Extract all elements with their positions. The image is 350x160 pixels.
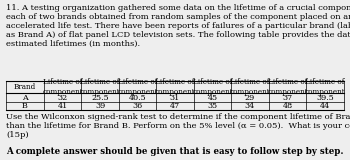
Text: 31: 31 [170, 94, 180, 102]
Text: A complete answer should be given that is easy to follow step by step.: A complete answer should be given that i… [6, 147, 344, 156]
Text: 41: 41 [57, 102, 68, 110]
Text: Lifetime of
component: Lifetime of component [80, 78, 120, 96]
Text: Lifetime of
component: Lifetime of component [155, 78, 195, 96]
Text: 39: 39 [95, 102, 105, 110]
Text: A: A [22, 94, 28, 102]
Text: 34: 34 [245, 102, 255, 110]
Text: 40.5: 40.5 [129, 94, 146, 102]
Text: 25.5: 25.5 [91, 94, 109, 102]
Text: Lifetime of
component: Lifetime of component [304, 78, 345, 96]
Text: B: B [22, 102, 28, 110]
Text: 44: 44 [320, 102, 330, 110]
Text: 29: 29 [245, 94, 255, 102]
Text: Lifetime of
component: Lifetime of component [230, 78, 270, 96]
Text: Use the Wilconxon signed-rank test to determine if the component lifetime of Bra: Use the Wilconxon signed-rank test to de… [6, 113, 350, 139]
Text: Lifetime of
component: Lifetime of component [42, 78, 83, 96]
Text: 32: 32 [57, 94, 68, 102]
Text: 35: 35 [208, 102, 218, 110]
Text: 47: 47 [170, 102, 180, 110]
Text: 39.5: 39.5 [316, 94, 334, 102]
Text: Lifetime of
component: Lifetime of component [192, 78, 233, 96]
Text: Brand: Brand [14, 83, 36, 91]
Text: Lifetime of
component: Lifetime of component [117, 78, 158, 96]
Text: Lifetime of
component: Lifetime of component [267, 78, 308, 96]
Text: 36: 36 [132, 102, 143, 110]
Text: 37: 37 [282, 94, 293, 102]
Text: 45: 45 [208, 94, 218, 102]
Text: 11. A testing organization gathered some data on the lifetime of a crucial compo: 11. A testing organization gathered some… [6, 4, 350, 48]
Text: 48: 48 [282, 102, 293, 110]
